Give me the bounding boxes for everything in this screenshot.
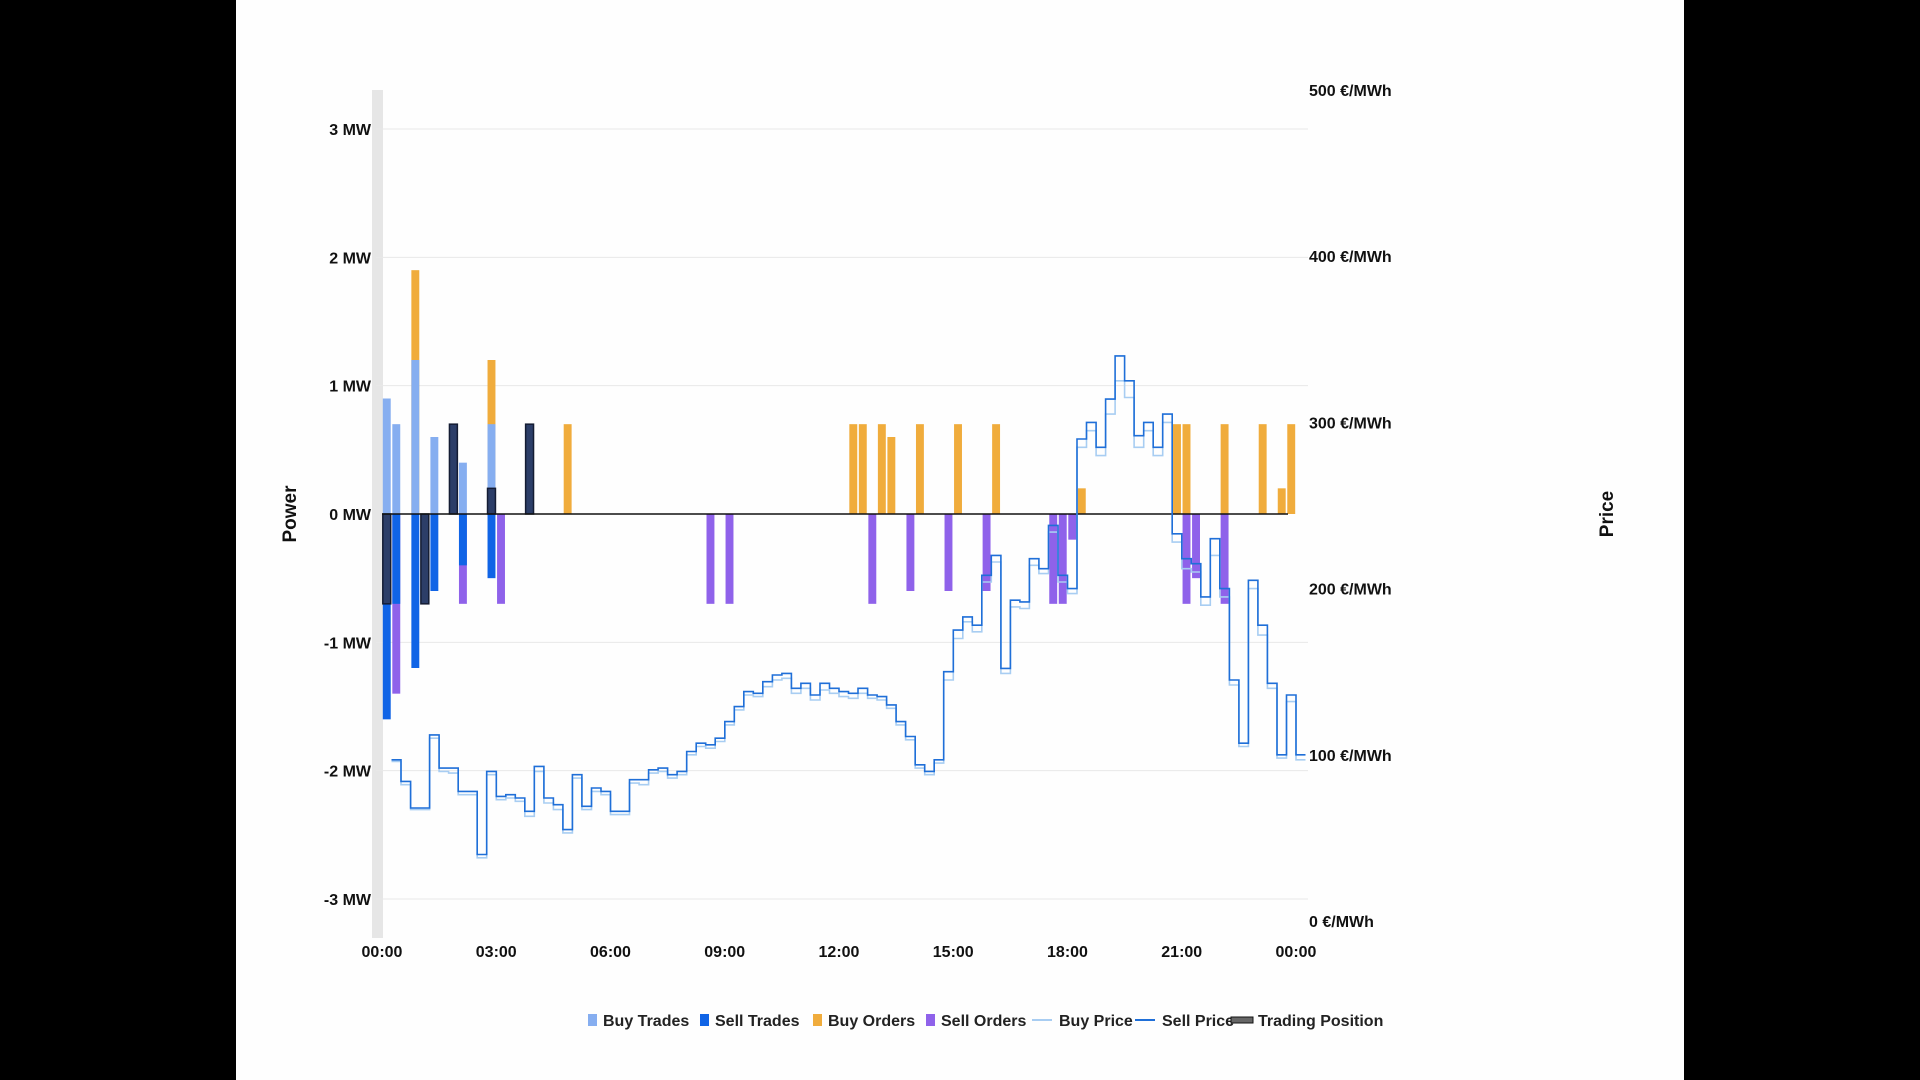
right-tick-label: 0 €/MWh (1309, 914, 1374, 931)
sell-trade-bar (411, 514, 420, 668)
buy-trade-bar (392, 424, 401, 514)
x-tick-label: 06:00 (590, 944, 631, 961)
sell-order-bar (1220, 514, 1229, 604)
buy-trade-bar (411, 360, 420, 514)
left-tick-label: 3 MW (329, 122, 372, 139)
sell-order-bar (497, 514, 505, 604)
right-tick-label: 200 €/MWh (1309, 582, 1392, 599)
right-tick-label: 400 €/MWh (1309, 249, 1392, 266)
axis-strip (372, 90, 383, 938)
sell-trade-bar (382, 514, 391, 720)
sell-order-bar (906, 514, 915, 591)
buy-trade-bar (458, 462, 467, 514)
legend-label: Sell Trades (715, 1013, 800, 1030)
sell-order-bar (392, 514, 401, 694)
buy-order-bar (563, 424, 572, 514)
right-tick-label: 300 €/MWh (1309, 415, 1392, 432)
legend-swatch (588, 1014, 597, 1026)
sell-order-bar (944, 514, 953, 591)
trading-position-bar (420, 513, 430, 605)
legend: Buy Trades Sell Trades Buy Orders Sell Orde… (588, 1013, 1383, 1030)
price-lines (391, 355, 1306, 859)
legend-item-buy-price[interactable]: Buy Price (1032, 1013, 1133, 1030)
legend-label: Sell Orders (941, 1013, 1026, 1030)
sell-order-bar (868, 514, 877, 604)
buy-order-bar (915, 424, 924, 514)
buy-order-bar (887, 437, 896, 514)
legend-item-sell-price[interactable]: Sell Price (1135, 1013, 1234, 1030)
legend-swatch (926, 1014, 935, 1026)
left-tick-label: 2 MW (329, 250, 372, 267)
trading-position-bar (486, 487, 497, 515)
right-axis-title: Price (1597, 491, 1618, 537)
legend-swatch (700, 1014, 709, 1026)
legend-item-trading-position[interactable]: Trading Position (1230, 1013, 1383, 1030)
left-axis-title: Power (280, 485, 301, 543)
x-tick-label: 21:00 (1161, 944, 1202, 961)
sell-order-bar (1058, 514, 1067, 604)
buy-order-bar (849, 424, 858, 514)
left-tick-label: 0 MW (329, 507, 372, 524)
x-tick-label: 09:00 (704, 944, 745, 961)
x-tick-label: 12:00 (819, 944, 860, 961)
chart: 3 MW 2 MW 1 MW 0 MW -1 MW -2 MW -3 MW 500 €/MW… (280, 83, 1618, 1030)
x-tick-label: 15:00 (933, 944, 974, 961)
legend-swatch (1230, 1016, 1254, 1024)
left-tick-label: 1 MW (329, 379, 372, 396)
sell-order-bar (982, 514, 991, 591)
legend-item-sell-orders[interactable]: Sell Orders (926, 1013, 1026, 1030)
legend-label: Buy Price (1059, 1013, 1133, 1030)
buy-order-bar (1277, 488, 1286, 514)
x-tick-label: 00:00 (362, 944, 403, 961)
sell-trade-bar (430, 514, 439, 591)
legend-label: Trading Position (1258, 1013, 1383, 1030)
legend-item-buy-orders[interactable]: Buy Orders (813, 1013, 915, 1030)
bars (382, 270, 1296, 720)
buy-order-bar (1220, 424, 1229, 514)
buy-order-bar (992, 424, 1001, 514)
legend-label: Buy Trades (603, 1013, 689, 1030)
buy-order-bar (1173, 424, 1181, 514)
buy-order-bar (954, 424, 962, 514)
x-tick-label: 03:00 (476, 944, 517, 961)
right-tick-label: 500 €/MWh (1309, 83, 1392, 100)
buy-trade-bar (382, 398, 391, 514)
sell-trade-bar (392, 514, 401, 604)
sell-trade-bar (487, 514, 496, 579)
sell-order-bar (706, 514, 715, 604)
buy-trade-bar (430, 437, 439, 514)
trading-position-bar (382, 513, 392, 605)
buy-trade-bar (487, 424, 496, 514)
x-tick-label: 00:00 (1276, 944, 1317, 961)
legend-item-sell-trades[interactable]: Sell Trades (700, 1013, 800, 1030)
right-axis-ticks: 500 €/MWh 400 €/MWh 300 €/MWh 200 €/MWh 100 … (1309, 83, 1392, 931)
sell-trade-bar (458, 514, 467, 566)
buy-order-bar (877, 424, 886, 514)
legend-label: Sell Price (1162, 1013, 1234, 1030)
legend-item-buy-trades[interactable]: Buy Trades (588, 1013, 689, 1030)
legend-label: Buy Orders (828, 1013, 915, 1030)
right-tick-label: 100 €/MWh (1309, 748, 1392, 765)
buy-order-bar (1077, 488, 1086, 514)
buy-order-bar (1258, 424, 1267, 514)
x-tick-label: 18:00 (1047, 944, 1088, 961)
left-tick-label: -1 MW (324, 635, 372, 652)
chart-canvas: 3 MW 2 MW 1 MW 0 MW -1 MW -2 MW -3 MW 500 €/MW… (236, 0, 1684, 1080)
buy-order-bar (858, 424, 867, 514)
legend-swatch (813, 1014, 822, 1026)
grid (372, 90, 1308, 938)
sell-price-line (391, 355, 1306, 856)
left-axis-ticks: 3 MW 2 MW 1 MW 0 MW -1 MW -2 MW -3 MW (324, 122, 372, 909)
sell-order-bar (725, 514, 734, 604)
left-tick-label: -3 MW (324, 892, 372, 909)
sell-order-bar (1192, 514, 1200, 579)
x-axis-ticks: 00:00 03:00 06:00 09:00 12:00 15:00 18:00 21:00… (362, 944, 1317, 961)
trading-position-bar (524, 423, 535, 515)
buy-order-bar (1287, 424, 1296, 514)
buy-order-bar (1182, 424, 1191, 514)
sell-order-bar (1068, 514, 1077, 540)
sell-order-bar (1049, 514, 1058, 604)
left-tick-label: -2 MW (324, 764, 372, 781)
trading-position-bar (448, 423, 459, 515)
